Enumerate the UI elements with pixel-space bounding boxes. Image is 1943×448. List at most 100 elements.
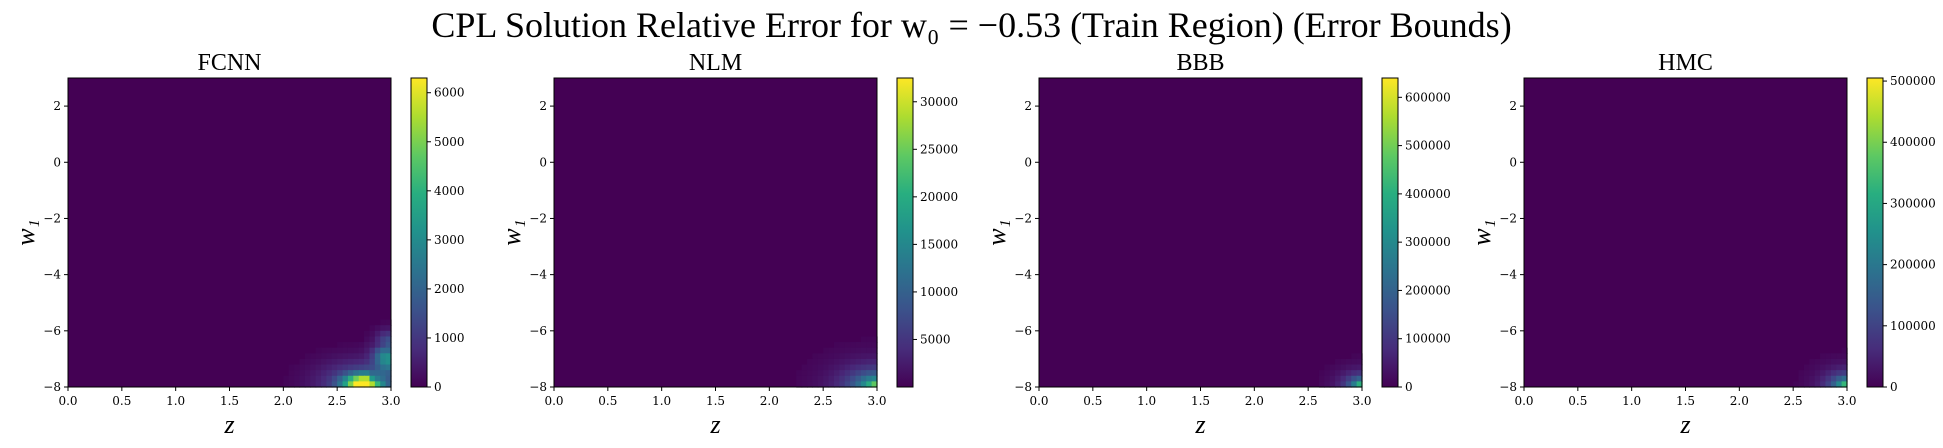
heatmap-cell xyxy=(315,347,322,354)
heatmap-cell xyxy=(1830,370,1837,377)
y-tick-label: 0 xyxy=(53,155,61,169)
heatmap-cell xyxy=(380,353,387,360)
heatmap-cell xyxy=(369,353,376,360)
heatmap-cell xyxy=(1830,358,1837,366)
heatmap-cell xyxy=(369,375,376,382)
heatmap-cell xyxy=(294,375,301,382)
y-tick-label: −4 xyxy=(529,268,547,282)
heatmap-cell xyxy=(369,342,376,349)
heatmap-cell xyxy=(844,353,851,360)
heatmap-cell xyxy=(833,342,840,349)
heatmap-cell xyxy=(1825,358,1832,366)
heatmap-cell xyxy=(380,358,387,366)
heatmap-cell xyxy=(817,381,824,388)
heatmap-cell xyxy=(1841,375,1848,382)
heatmap-cell xyxy=(358,342,365,349)
heatmap-background xyxy=(1524,78,1847,387)
heatmap-cell xyxy=(855,353,862,360)
heatmap-cell xyxy=(812,364,819,371)
heatmap-cell xyxy=(385,353,392,360)
heatmap-cell xyxy=(1335,358,1342,366)
heatmap-cell xyxy=(823,353,830,360)
heatmap-cell xyxy=(1836,381,1843,388)
heatmap-cell xyxy=(855,370,862,377)
heatmap-cell xyxy=(823,347,830,354)
y-tick-label: 2 xyxy=(1509,99,1517,113)
heatmap-cell xyxy=(807,370,813,377)
x-tick-label: 1.5 xyxy=(1191,394,1210,408)
heatmap-cell xyxy=(321,347,327,354)
heatmap-cell xyxy=(337,381,344,388)
heatmap-cell xyxy=(850,381,857,388)
heatmap-cell xyxy=(374,342,381,349)
heatmap-cell xyxy=(369,347,376,354)
heatmap-cell xyxy=(374,325,381,332)
x-axis-label: z xyxy=(1194,410,1205,439)
heatmap-cell xyxy=(871,347,878,354)
heatmap-cell xyxy=(855,358,862,366)
heatmap-cell xyxy=(380,381,387,388)
y-tick-label: −2 xyxy=(43,211,61,225)
heatmap-cell xyxy=(326,353,333,360)
heatmap-cell xyxy=(310,364,317,371)
x-tick-label: 1.5 xyxy=(1676,394,1695,408)
heatmap-cell xyxy=(1836,375,1843,382)
heatmap-cell xyxy=(1803,364,1810,371)
heatmap-cell xyxy=(310,358,317,366)
colorbar-tick-label: 0 xyxy=(434,380,442,394)
heatmap-cell xyxy=(871,364,878,371)
heatmap-cell xyxy=(1809,358,1816,366)
heatmap-cell xyxy=(1814,381,1821,388)
heatmap-cell xyxy=(828,375,835,382)
heatmap-cell xyxy=(1836,364,1843,371)
heatmap-cell xyxy=(839,342,846,349)
heatmap-cell xyxy=(1793,381,1800,388)
colorbar-tick-label: 3000 xyxy=(434,233,465,247)
heatmap-cell xyxy=(294,381,301,388)
colorbar-tick-label: 400000 xyxy=(1405,187,1451,201)
heatmap-cell xyxy=(1798,375,1805,382)
heatmap-cell xyxy=(1809,370,1816,377)
heatmap-cell xyxy=(833,375,840,382)
heatmap-cell xyxy=(347,381,354,388)
heatmap-cell xyxy=(299,375,306,382)
heatmap-cell xyxy=(823,375,830,382)
heatmap-cell xyxy=(1356,370,1363,377)
heatmap-cell xyxy=(353,353,360,360)
heatmap-cell xyxy=(1830,375,1837,382)
heatmap-cell xyxy=(353,375,360,382)
heatmap-panel-nlm: NLM 0.0 0.5 1.0 1.5 2.0 2.5 3.0 −8 −6 −4 −2 0 2 z w₁ 500… xyxy=(497,50,958,439)
heatmap-cell xyxy=(374,353,381,360)
heatmap-cell xyxy=(353,347,360,354)
heatmap-cell xyxy=(833,353,840,360)
heatmap-cell xyxy=(342,381,349,388)
x-tick-label: 0.5 xyxy=(598,394,617,408)
colorbar-tick-label: 15000 xyxy=(920,237,958,251)
heatmap-cell xyxy=(1335,381,1342,388)
heatmap-cell xyxy=(833,358,840,366)
y-axis-label: w₁ xyxy=(1467,219,1496,245)
colorbar-gradient xyxy=(896,77,914,388)
heatmap-cell xyxy=(331,370,338,377)
heatmap-cell xyxy=(288,381,295,388)
colorbar-tick-label: 200000 xyxy=(1405,283,1451,297)
heatmap-cell xyxy=(353,364,360,371)
colorbar-tick-label: 25000 xyxy=(920,142,958,156)
heatmap-cell xyxy=(1351,353,1358,360)
colorbar-tick-label: 200000 xyxy=(1890,258,1936,272)
y-tick-label: −2 xyxy=(529,211,547,225)
heatmap-cell xyxy=(331,347,338,354)
x-tick-label: 0.0 xyxy=(1029,394,1048,408)
heatmap-cell xyxy=(1318,375,1325,382)
heatmap-cell xyxy=(1820,381,1827,388)
heatmap-cell xyxy=(1335,370,1342,377)
heatmap-cell xyxy=(315,353,322,360)
heatmap-cell xyxy=(1329,364,1336,371)
heatmap-cell xyxy=(1324,370,1331,377)
heatmap-cell xyxy=(1356,353,1363,360)
heatmap-cell xyxy=(1836,358,1843,366)
heatmap-cell xyxy=(347,347,354,354)
heatmap-cell xyxy=(866,342,873,349)
heatmap-cell xyxy=(1841,381,1848,388)
heatmap-cell xyxy=(1841,353,1848,360)
